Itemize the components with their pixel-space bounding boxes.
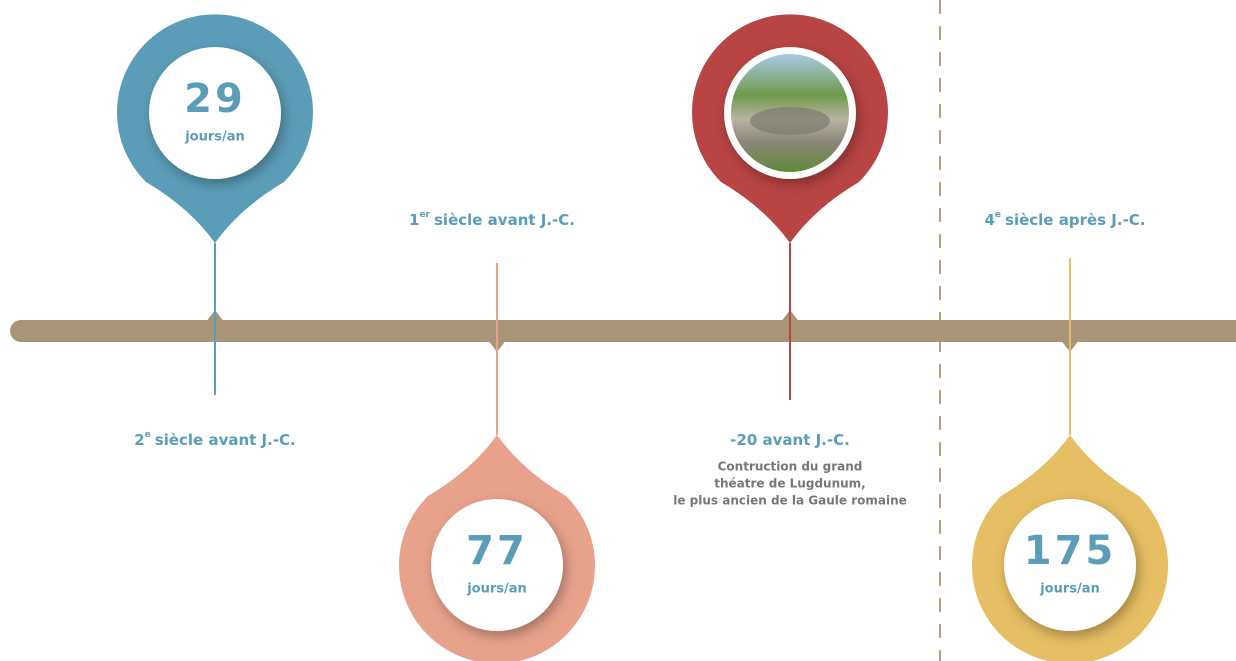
era-text: -20 avant J.-C. bbox=[730, 431, 850, 449]
pin-unit: jours/an bbox=[184, 130, 245, 145]
photo-theatre bbox=[750, 107, 830, 135]
era-after: siècle avant J.-C. bbox=[434, 211, 575, 229]
era-label: 1er siècle avant J.-C. bbox=[409, 210, 575, 229]
era-sup: er bbox=[419, 210, 430, 220]
pin-value: 29 bbox=[184, 76, 246, 122]
era-after: siècle après J.-C. bbox=[1005, 211, 1145, 229]
era-label: 2e siècle avant J.-C. bbox=[134, 430, 296, 449]
era-text: 4 bbox=[984, 211, 994, 229]
era-sup: e bbox=[145, 430, 151, 440]
description-line: le plus ancien de la Gaule romaine bbox=[673, 494, 907, 508]
era-sup: e bbox=[995, 210, 1001, 220]
era-text: 1 bbox=[409, 211, 419, 229]
era-text: 2 bbox=[134, 431, 144, 449]
era-label: -20 avant J.-C. bbox=[730, 431, 850, 449]
pin-value: 175 bbox=[1024, 528, 1117, 574]
era-after: siècle avant J.-C. bbox=[155, 431, 296, 449]
description-line: théatre de Lugdunum, bbox=[714, 477, 865, 491]
pin-value: 77 bbox=[466, 528, 528, 574]
pin-unit: jours/an bbox=[1039, 582, 1100, 597]
description-line: Contruction du grand bbox=[718, 460, 863, 474]
pin-unit: jours/an bbox=[466, 582, 527, 597]
timeline: 29jours/an2esiècle avant J.-C.77jours/an… bbox=[0, 0, 1236, 661]
era-label: 4e siècle après J.-C. bbox=[984, 210, 1145, 229]
